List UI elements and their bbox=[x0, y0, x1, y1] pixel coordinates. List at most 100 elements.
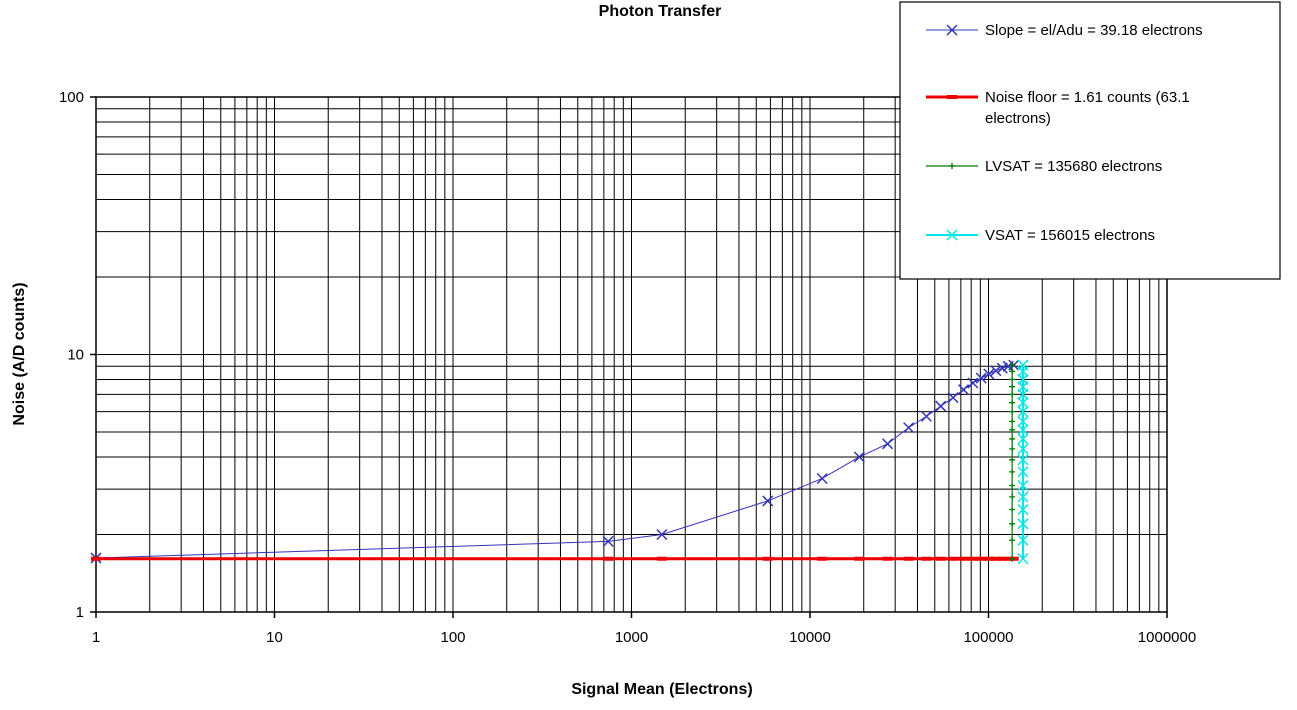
data-point bbox=[1009, 493, 1016, 500]
data-point bbox=[1017, 454, 1029, 466]
series-4 bbox=[1017, 359, 1029, 565]
data-point bbox=[967, 556, 978, 561]
data-point bbox=[975, 372, 987, 384]
legend-entry: VSAT = 156015 electrons bbox=[926, 227, 1155, 244]
data-point bbox=[1017, 406, 1029, 418]
data-point bbox=[990, 556, 1001, 561]
data-point bbox=[1009, 383, 1016, 390]
data-point bbox=[1009, 418, 1016, 425]
x-tick-label: 10000 bbox=[789, 629, 831, 646]
data-point bbox=[935, 400, 947, 412]
series-2 bbox=[91, 556, 1019, 561]
legend-label-line: LVSAT = 135680 electrons bbox=[985, 158, 1162, 175]
data-point bbox=[1003, 556, 1014, 561]
data-point bbox=[816, 472, 828, 485]
y-axis-ticks: 1 10 100 bbox=[59, 89, 96, 621]
data-point bbox=[903, 556, 914, 561]
y-tick-label: 100 bbox=[59, 89, 84, 106]
data-point bbox=[91, 556, 101, 561]
data-point bbox=[935, 556, 946, 561]
data-point bbox=[1017, 503, 1029, 516]
legend-entry: Slope = el/Adu = 39.18 electrons bbox=[926, 22, 1203, 39]
legend-entry: LVSAT = 135680 electrons bbox=[926, 158, 1162, 175]
legend-swatch-marker bbox=[949, 163, 955, 169]
data-point bbox=[983, 556, 994, 561]
series-3 bbox=[1009, 362, 1016, 562]
data-point bbox=[1009, 555, 1016, 562]
x-axis-ticks: 1 10 100 1000 10000 100000 1000000 bbox=[92, 612, 1196, 646]
data-point bbox=[1009, 445, 1016, 452]
data-point bbox=[1009, 468, 1016, 475]
data-point bbox=[997, 556, 1008, 561]
legend-box bbox=[899, 1, 1281, 280]
data-point bbox=[1009, 506, 1016, 513]
data-point bbox=[921, 556, 932, 561]
data-point bbox=[983, 368, 995, 380]
data-point bbox=[656, 556, 667, 561]
legend-entry: Noise floor = 1.61 counts (63.1 electrons… bbox=[926, 89, 1190, 127]
data-point bbox=[1009, 426, 1016, 433]
data-point bbox=[903, 422, 915, 434]
data-point bbox=[854, 556, 865, 561]
data-point bbox=[958, 384, 970, 396]
data-point bbox=[947, 392, 959, 404]
data-point bbox=[882, 556, 893, 561]
legend-label: Slope = el/Adu = 39.18 electrons bbox=[985, 22, 1203, 39]
data-point bbox=[1009, 399, 1016, 406]
legend-label-line: electrons) bbox=[985, 110, 1051, 127]
legend-label-line: Noise floor = 1.61 counts (63.1 bbox=[985, 89, 1190, 106]
data-point bbox=[1017, 534, 1029, 546]
data-point bbox=[1017, 433, 1029, 445]
data-point bbox=[1009, 435, 1016, 442]
data-point bbox=[603, 556, 614, 561]
y-tick-label: 1 bbox=[76, 604, 84, 621]
data-point bbox=[1009, 520, 1016, 527]
data-point bbox=[1009, 376, 1016, 383]
data-point bbox=[882, 438, 894, 450]
series-1 bbox=[90, 359, 1020, 564]
data-point bbox=[948, 556, 959, 561]
data-point bbox=[1009, 391, 1016, 398]
x-tick-label: 1 bbox=[92, 629, 100, 646]
data-point bbox=[996, 362, 1008, 374]
series-layer bbox=[90, 359, 1029, 565]
data-point bbox=[967, 377, 979, 389]
legend-label: LVSAT = 135680 electrons bbox=[985, 158, 1162, 175]
legend-label: Noise floor = 1.61 counts (63.1 electrons… bbox=[985, 89, 1190, 127]
data-point bbox=[1017, 373, 1029, 385]
data-point bbox=[1009, 368, 1016, 375]
legend-swatch-marker bbox=[947, 95, 957, 99]
data-point bbox=[602, 535, 614, 547]
data-point bbox=[1009, 537, 1016, 544]
legend-swatch-marker bbox=[946, 24, 958, 36]
data-point bbox=[1017, 443, 1029, 455]
data-point bbox=[920, 410, 932, 422]
data-point bbox=[1017, 415, 1029, 427]
data-point bbox=[656, 528, 668, 541]
data-point bbox=[1017, 359, 1029, 371]
x-axis-title: Signal Mean (Electrons) bbox=[571, 681, 752, 698]
data-point bbox=[762, 556, 773, 561]
x-tick-label: 1000000 bbox=[1138, 629, 1196, 646]
y-axis-title: Noise (A/D counts) bbox=[11, 282, 28, 425]
data-point bbox=[958, 556, 969, 561]
y-tick-label: 10 bbox=[67, 347, 84, 364]
data-point bbox=[1017, 466, 1029, 478]
data-point bbox=[1017, 553, 1029, 565]
data-point bbox=[762, 495, 774, 507]
data-point bbox=[1009, 362, 1016, 369]
plot-grid bbox=[96, 97, 1167, 612]
data-point bbox=[1017, 518, 1029, 530]
data-point bbox=[1009, 408, 1016, 415]
data-point bbox=[1009, 482, 1016, 489]
data-point bbox=[1017, 424, 1029, 436]
legend: Slope = el/Adu = 39.18 electrons Noise fl… bbox=[899, 1, 1281, 280]
data-point bbox=[853, 451, 865, 463]
x-tick-label: 100000 bbox=[963, 629, 1013, 646]
data-point bbox=[1017, 479, 1029, 492]
chart-title: Photon Transfer bbox=[599, 3, 722, 20]
x-tick-label: 1000 bbox=[615, 629, 648, 646]
x-tick-label: 100 bbox=[440, 629, 465, 646]
data-point bbox=[1017, 491, 1029, 503]
